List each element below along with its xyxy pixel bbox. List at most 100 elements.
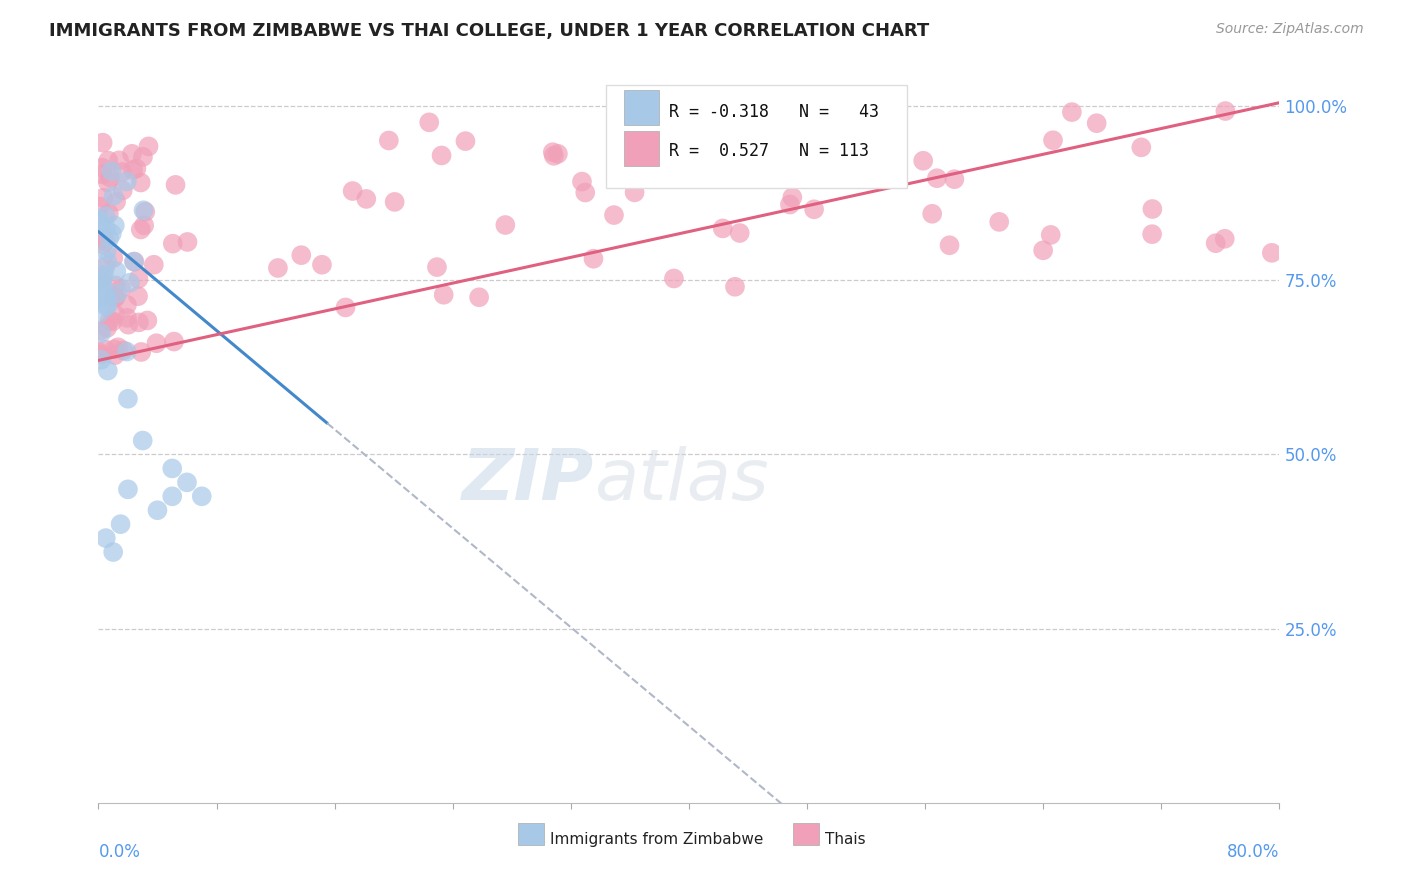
Point — [96, 244, 118, 259]
Point — [468, 290, 491, 304]
Point — [779, 197, 801, 211]
Text: ZIP: ZIP — [463, 447, 595, 516]
Point — [1213, 232, 1236, 246]
Point — [938, 238, 960, 252]
Point — [89, 348, 111, 362]
Point — [738, 143, 761, 157]
Point — [433, 287, 456, 301]
Point — [103, 343, 125, 357]
Point — [426, 260, 449, 274]
Point — [103, 251, 125, 265]
Point — [94, 260, 117, 274]
Point — [1032, 244, 1054, 258]
Point — [104, 219, 127, 233]
Point — [87, 344, 110, 359]
Point — [1130, 140, 1153, 154]
Point — [811, 110, 834, 124]
Point — [384, 194, 406, 209]
Text: 80.0%: 80.0% — [1227, 843, 1279, 861]
Point — [267, 260, 290, 275]
Point — [91, 269, 114, 284]
Point — [105, 264, 128, 278]
Point — [356, 192, 378, 206]
Point — [728, 226, 751, 240]
Point — [494, 218, 516, 232]
Point — [162, 461, 183, 475]
Point — [122, 254, 145, 268]
Point — [98, 231, 121, 245]
Point — [94, 209, 117, 223]
Point — [1205, 236, 1227, 251]
Point — [769, 114, 792, 128]
Point — [94, 531, 117, 545]
Point — [89, 286, 111, 301]
Point — [543, 149, 565, 163]
Point — [93, 191, 115, 205]
Point — [620, 155, 643, 169]
Point — [96, 321, 118, 335]
Point — [541, 145, 564, 160]
Point — [91, 277, 114, 292]
Point — [96, 254, 118, 268]
Point — [97, 363, 120, 377]
Point — [115, 174, 138, 188]
Point — [662, 271, 685, 285]
Point — [921, 207, 943, 221]
Point — [176, 235, 198, 249]
Point — [112, 343, 135, 358]
Point — [129, 222, 152, 236]
Point — [146, 503, 169, 517]
Point — [103, 188, 125, 202]
Point — [94, 221, 117, 235]
Point — [110, 517, 132, 532]
Point — [378, 133, 401, 147]
Point — [943, 172, 966, 186]
FancyBboxPatch shape — [624, 131, 659, 167]
Point — [91, 161, 114, 175]
Point — [96, 298, 118, 312]
Text: Source: ZipAtlas.com: Source: ZipAtlas.com — [1216, 22, 1364, 37]
Point — [115, 310, 138, 325]
Point — [1140, 227, 1163, 242]
Point — [1261, 245, 1284, 260]
Point — [127, 289, 149, 303]
Point — [89, 213, 111, 227]
Point — [117, 392, 139, 406]
Point — [132, 434, 155, 448]
Point — [117, 483, 139, 497]
Point — [191, 489, 214, 503]
Point — [104, 290, 127, 304]
Point — [145, 336, 167, 351]
Point — [1039, 227, 1062, 242]
Point — [1042, 133, 1064, 147]
Point — [418, 115, 440, 129]
Point — [142, 258, 165, 272]
Point — [98, 313, 121, 327]
Point — [111, 165, 134, 179]
Point — [129, 345, 152, 359]
Point — [335, 301, 357, 315]
Point — [603, 208, 626, 222]
Point — [582, 252, 605, 266]
Text: atlas: atlas — [595, 447, 769, 516]
Point — [90, 352, 112, 367]
Text: IMMIGRANTS FROM ZIMBABWE VS THAI COLLEGE, UNDER 1 YEAR CORRELATION CHART: IMMIGRANTS FROM ZIMBABWE VS THAI COLLEGE… — [49, 22, 929, 40]
Point — [101, 227, 124, 241]
Point — [91, 272, 114, 286]
Point — [97, 153, 120, 168]
Point — [97, 206, 120, 220]
Point — [89, 200, 111, 214]
FancyBboxPatch shape — [793, 823, 818, 846]
Point — [925, 171, 948, 186]
Point — [132, 203, 155, 218]
Point — [724, 279, 747, 293]
Point — [96, 290, 118, 304]
Point — [93, 268, 115, 282]
Point — [89, 216, 111, 230]
Point — [104, 307, 127, 321]
Point — [132, 150, 155, 164]
Point — [162, 236, 184, 251]
Point — [110, 281, 132, 295]
Point — [91, 231, 114, 245]
Point — [574, 186, 596, 200]
